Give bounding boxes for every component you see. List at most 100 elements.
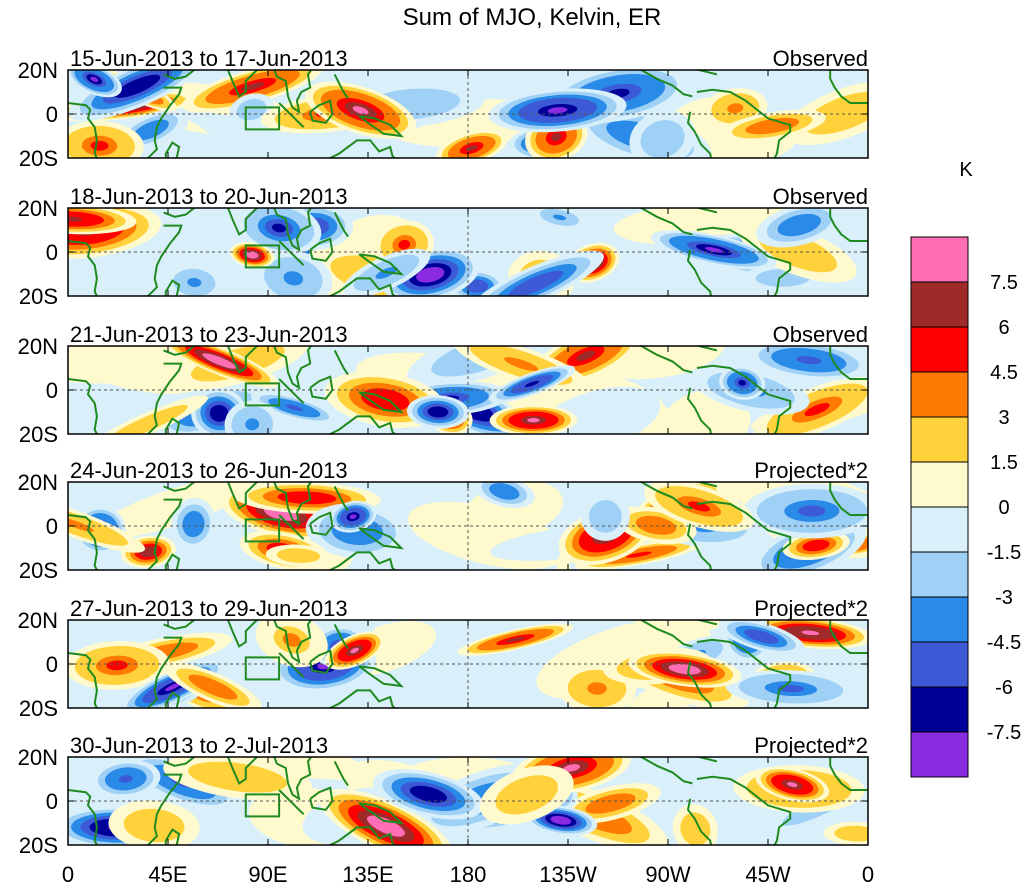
anomaly-contour: [283, 271, 304, 286]
anomaly-contour: [504, 357, 539, 371]
anomaly-contour: [432, 409, 444, 415]
anomaly-contour: [796, 356, 822, 365]
panel-label: Observed: [773, 322, 868, 347]
map-panel: 27-Jun-2013 to 29-Jun-2013 Projected*2 20N…: [18, 596, 869, 721]
anomaly-contour: [704, 246, 723, 253]
anomaly-contour: [587, 682, 607, 695]
coastlines: [68, 208, 868, 296]
colorbar-swatch: [910, 641, 969, 688]
anomaly-contour: [352, 106, 369, 115]
y-tick-label: 20S: [19, 146, 58, 171]
colorbar-label: 3: [998, 407, 1009, 429]
weak-anomaly-patch: [68, 346, 209, 394]
anomaly-contour: [187, 517, 200, 531]
colorbar-swatch: [910, 371, 969, 418]
anomaly-contour: [727, 103, 744, 114]
colorbar-label: 6: [998, 317, 1009, 339]
chart-title: Sum of MJO, Kelvin, ER: [403, 4, 662, 31]
anomaly-contour: [788, 219, 811, 231]
anomaly-contour: [125, 80, 149, 93]
panel-date-range: 18-Jun-2013 to 20-Jun-2013: [70, 184, 348, 209]
x-tick-label: 135E: [342, 862, 393, 887]
colorbar-label: -4.5: [987, 632, 1021, 654]
colorbar-swatch: [910, 416, 969, 463]
coastlines: [68, 620, 868, 708]
colorbar-label: 1.5: [990, 452, 1018, 474]
anomaly-contour: [292, 494, 322, 502]
panel-label: Projected*2: [754, 733, 868, 758]
y-tick-label: 0: [46, 378, 58, 403]
panel-label: Projected*2: [754, 458, 868, 483]
x-tick-label: 90W: [645, 862, 690, 887]
panel-date-range: 30-Jun-2013 to 2-Jul-2013: [70, 733, 328, 758]
weak-anomaly-patch: [583, 346, 726, 380]
anomaly-contour: [398, 239, 411, 250]
x-axis: 0 45E 90E 135E 180 135W 90W 45W 0: [62, 862, 874, 887]
anomaly-contour: [527, 418, 540, 423]
y-tick-label: 20N: [18, 608, 58, 633]
anomaly-contour: [118, 775, 133, 783]
colorbar-swatch: [910, 506, 969, 553]
y-tick-label: 20N: [18, 745, 58, 770]
anomaly-contour: [143, 548, 153, 555]
anomaly-contour: [804, 403, 830, 417]
y-tick-label: 20N: [18, 334, 58, 359]
map-panel: 24-Jun-2013 to 26-Jun-2013 Projected*2 20N…: [18, 458, 869, 583]
anomaly-contour: [141, 124, 160, 136]
anomaly-contour: [496, 487, 512, 496]
anomaly-contour: [419, 790, 438, 799]
region-box: [244, 106, 281, 131]
anomaly-contour: [688, 501, 711, 512]
y-tick-label: 0: [46, 102, 58, 127]
y-tick-label: 0: [46, 789, 58, 814]
x-tick-label: 0: [62, 862, 74, 887]
colorbar-label: 4.5: [990, 362, 1018, 384]
colorbar-label: -6: [995, 677, 1013, 699]
anomaly-contour: [576, 350, 596, 361]
map-panel: 18-Jun-2013 to 20-Jun-2013 Observed 20N 0 20…: [18, 184, 869, 309]
colorbar-swatch: [910, 686, 969, 733]
region-box: [244, 656, 281, 681]
panel-date-range: 21-Jun-2013 to 23-Jun-2013: [70, 322, 348, 347]
anomaly-contour: [210, 357, 228, 365]
anomaly-contour: [285, 404, 304, 411]
anomaly-contour: [165, 683, 181, 692]
anomaly-contour: [626, 551, 652, 558]
anomaly-contour: [798, 505, 826, 517]
region-box: [244, 793, 281, 818]
anomaly-contour: [423, 270, 438, 279]
anomaly-contour: [563, 764, 581, 772]
colorbar-swatch: [910, 551, 969, 598]
anomaly-contour: [271, 223, 287, 233]
x-tick-label: 0: [862, 862, 874, 887]
colorbar-label: -7.5: [987, 722, 1021, 744]
anomaly-contour: [524, 380, 540, 388]
y-tick-label: 20S: [19, 696, 58, 721]
colorbar-units: K: [959, 159, 973, 181]
x-tick-label: 180: [450, 862, 487, 887]
anomaly-contour: [547, 107, 568, 114]
anomaly-contour: [187, 277, 202, 287]
map-panel: 15-Jun-2013 to 17-Jun-2013 Observed 20N 0 20…: [18, 46, 869, 171]
colorbar-label: 7.5: [990, 272, 1018, 294]
x-tick-label: 135W: [539, 862, 597, 887]
weak-anomaly-patch: [693, 208, 799, 237]
coastlines: [68, 70, 868, 158]
colorbar-swatch: [910, 731, 969, 778]
panel-label: Observed: [773, 184, 868, 209]
anomaly-contour: [376, 820, 396, 832]
panel-date-range: 24-Jun-2013 to 26-Jun-2013: [70, 458, 348, 483]
anomaly-contour: [645, 520, 667, 531]
anomaly-contour: [511, 785, 543, 805]
y-tick-label: 20N: [18, 196, 58, 221]
y-tick-label: 20S: [19, 284, 58, 309]
anomaly-contour: [127, 414, 168, 434]
anomaly-contour: [551, 132, 562, 142]
anomaly-contour: [248, 253, 256, 257]
colorbar-swatch: [910, 596, 969, 643]
anomaly-contour: [106, 660, 128, 671]
weak-anomaly-patch: [536, 386, 661, 434]
anomaly-contour: [522, 277, 550, 291]
anomaly-contour: [758, 121, 786, 131]
